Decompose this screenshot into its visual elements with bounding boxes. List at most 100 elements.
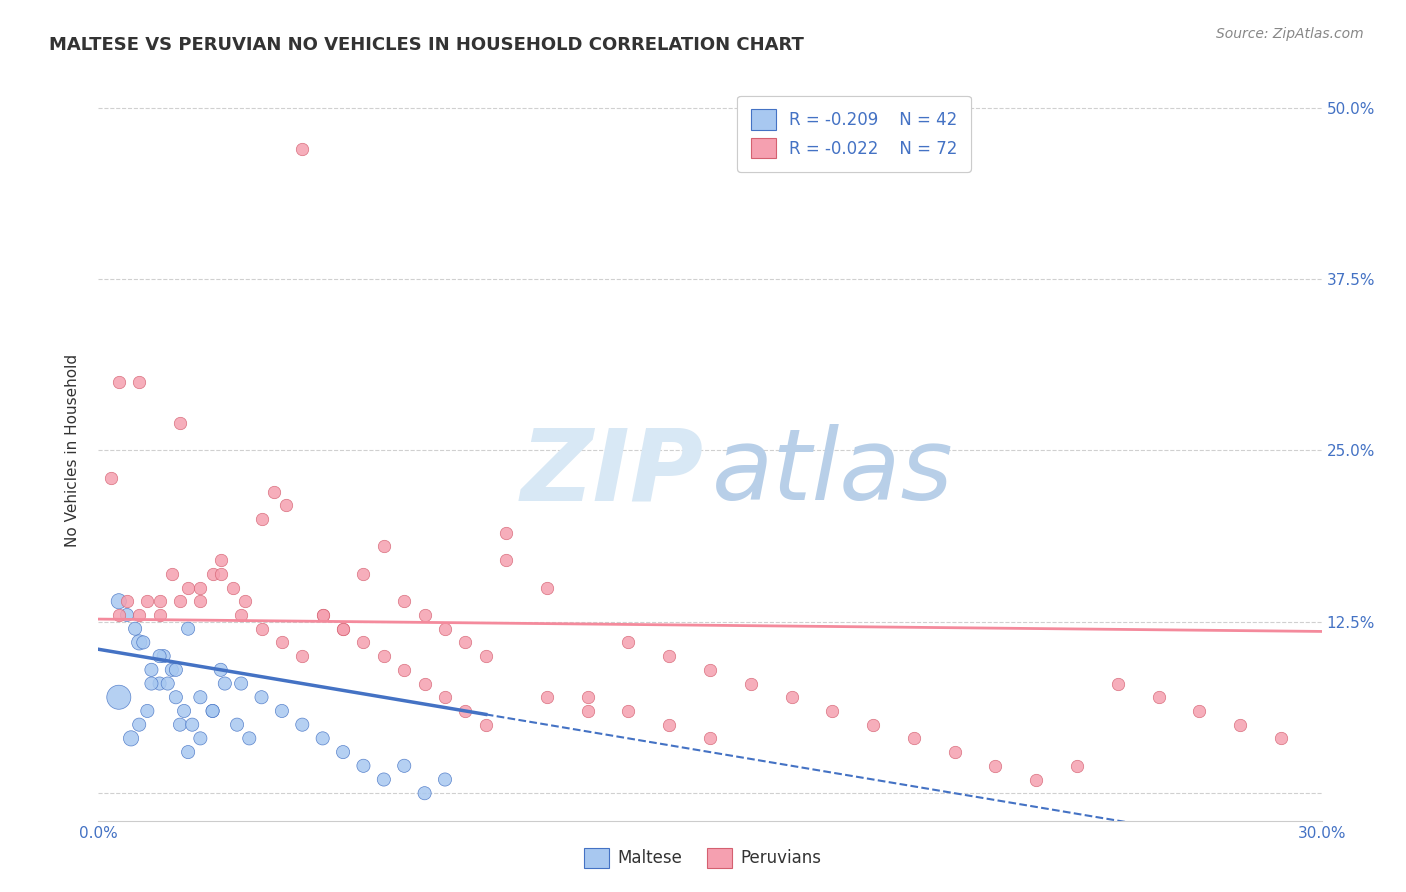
Point bbox=[181, 717, 204, 731]
Point bbox=[128, 607, 150, 622]
Point bbox=[100, 471, 122, 485]
Point bbox=[658, 717, 681, 731]
Point bbox=[699, 731, 721, 746]
Point bbox=[943, 745, 966, 759]
Point bbox=[201, 566, 224, 581]
Point bbox=[332, 622, 354, 636]
Point bbox=[177, 581, 200, 595]
Point bbox=[132, 635, 155, 649]
Point bbox=[209, 553, 232, 567]
Point bbox=[312, 731, 335, 746]
Point bbox=[474, 717, 498, 731]
Point bbox=[617, 635, 640, 649]
Point bbox=[984, 759, 1007, 773]
Point bbox=[201, 704, 224, 718]
Point bbox=[274, 498, 297, 512]
Point bbox=[108, 375, 131, 389]
Point bbox=[740, 676, 762, 690]
Point bbox=[231, 607, 253, 622]
Point bbox=[413, 607, 436, 622]
Point bbox=[352, 566, 374, 581]
Point bbox=[231, 676, 253, 690]
Point bbox=[108, 607, 131, 622]
Point bbox=[165, 663, 187, 677]
Point bbox=[576, 690, 599, 705]
Point bbox=[536, 581, 558, 595]
Point bbox=[136, 594, 159, 608]
Point bbox=[115, 607, 138, 622]
Point bbox=[128, 635, 150, 649]
Point bbox=[1229, 717, 1251, 731]
Point bbox=[903, 731, 925, 746]
Point bbox=[699, 663, 721, 677]
Point bbox=[413, 676, 436, 690]
Point bbox=[1107, 676, 1129, 690]
Point bbox=[160, 566, 183, 581]
Point bbox=[177, 745, 200, 759]
Point bbox=[152, 649, 174, 664]
Point bbox=[495, 525, 517, 540]
Point bbox=[120, 731, 142, 746]
Text: ZIP: ZIP bbox=[520, 425, 703, 521]
Point bbox=[226, 717, 249, 731]
Point bbox=[392, 663, 416, 677]
Point bbox=[862, 717, 884, 731]
Point bbox=[250, 690, 273, 705]
Point bbox=[474, 649, 498, 664]
Point bbox=[115, 594, 138, 608]
Point bbox=[149, 594, 172, 608]
Point bbox=[1188, 704, 1211, 718]
Text: MALTESE VS PERUVIAN NO VEHICLES IN HOUSEHOLD CORRELATION CHART: MALTESE VS PERUVIAN NO VEHICLES IN HOUSE… bbox=[49, 36, 804, 54]
Point bbox=[173, 704, 195, 718]
Point bbox=[250, 622, 273, 636]
Point bbox=[1025, 772, 1047, 787]
Point bbox=[136, 704, 159, 718]
Point bbox=[124, 622, 146, 636]
Point bbox=[434, 772, 457, 787]
Legend: R = -0.209    N = 42, R = -0.022    N = 72: R = -0.209 N = 42, R = -0.022 N = 72 bbox=[737, 96, 970, 171]
Point bbox=[270, 704, 294, 718]
Point bbox=[270, 635, 294, 649]
Point bbox=[821, 704, 844, 718]
Point bbox=[373, 649, 395, 664]
Point bbox=[165, 690, 187, 705]
Point bbox=[128, 375, 150, 389]
Point bbox=[1066, 759, 1088, 773]
Point bbox=[392, 759, 416, 773]
Point bbox=[291, 717, 314, 731]
Point bbox=[576, 704, 599, 718]
Point bbox=[291, 142, 314, 156]
Point bbox=[373, 772, 395, 787]
Point bbox=[495, 553, 517, 567]
Point bbox=[149, 676, 172, 690]
Point bbox=[141, 663, 163, 677]
Point bbox=[263, 484, 285, 499]
Point bbox=[141, 676, 163, 690]
Point bbox=[250, 512, 273, 526]
Point bbox=[434, 690, 457, 705]
Point bbox=[291, 649, 314, 664]
Point bbox=[658, 649, 681, 664]
Point bbox=[413, 786, 436, 800]
Point bbox=[1147, 690, 1170, 705]
Point bbox=[780, 690, 803, 705]
Point bbox=[233, 594, 256, 608]
Point bbox=[156, 676, 179, 690]
Point bbox=[188, 581, 212, 595]
Point bbox=[454, 704, 477, 718]
Text: atlas: atlas bbox=[711, 425, 953, 521]
Point bbox=[128, 717, 150, 731]
Point bbox=[312, 607, 335, 622]
Point bbox=[188, 690, 212, 705]
Point bbox=[209, 663, 232, 677]
Point bbox=[160, 663, 183, 677]
Point bbox=[188, 731, 212, 746]
Point bbox=[188, 594, 212, 608]
Point bbox=[352, 759, 374, 773]
Point bbox=[209, 566, 232, 581]
Text: Source: ZipAtlas.com: Source: ZipAtlas.com bbox=[1216, 27, 1364, 41]
Point bbox=[238, 731, 260, 746]
Point bbox=[169, 416, 191, 430]
Point bbox=[434, 622, 457, 636]
Point bbox=[1270, 731, 1292, 746]
